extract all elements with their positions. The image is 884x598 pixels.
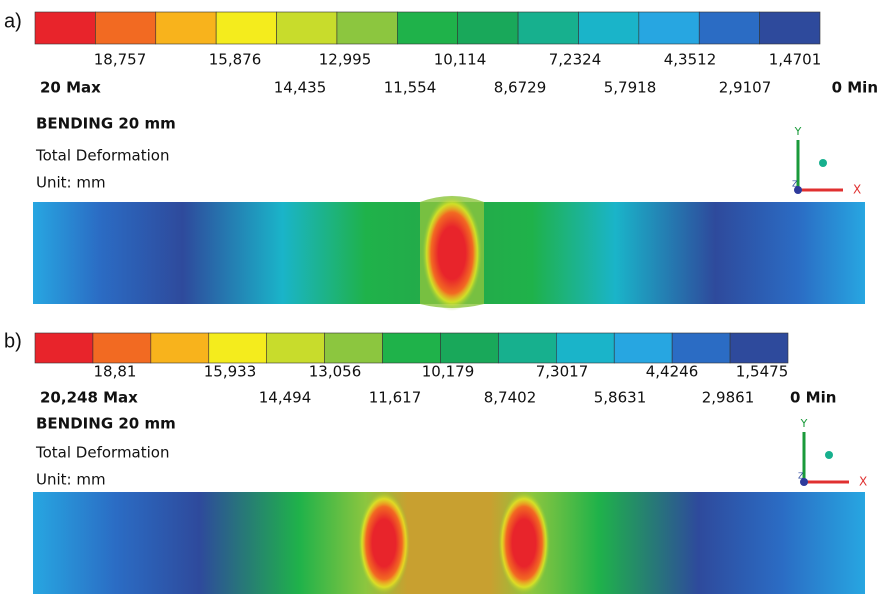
hot-spot <box>422 195 482 311</box>
legend-label: 8,6729 <box>494 79 547 97</box>
legend-swatch <box>578 12 638 44</box>
legend-label: 2,9107 <box>719 79 772 97</box>
legend-swatch <box>267 333 325 363</box>
legend-label: 1,5475 <box>736 363 789 381</box>
legend-label: 14,435 <box>274 79 327 97</box>
figure: a) 18,757 15,876 12,995 10,114 7,2324 4,3512 1,… <box>0 0 884 594</box>
legend-label: 1,4701 <box>769 51 822 69</box>
panel-label: a) <box>4 10 22 32</box>
legend-label: 7,2324 <box>549 51 602 69</box>
legend-max: 20 Max <box>40 79 101 97</box>
result-unit: Unit: mm <box>36 174 106 192</box>
axis-label-z: Z <box>792 180 798 189</box>
legend-label: 18,757 <box>94 51 147 69</box>
legend-label: 5,8631 <box>594 389 647 407</box>
legend-swatch <box>672 333 730 363</box>
legend-min: 0 Min <box>832 79 878 97</box>
legend-swatch <box>518 12 578 44</box>
legend-label: 12,995 <box>319 51 372 69</box>
plate <box>33 492 865 594</box>
axis-ball <box>825 451 833 459</box>
legend-label: 4,4246 <box>646 363 699 381</box>
legend-label: 18,81 <box>94 363 137 381</box>
legend-swatch <box>614 333 672 363</box>
legend-swatch <box>209 333 267 363</box>
legend-swatch <box>556 333 614 363</box>
legend-swatch <box>35 333 93 363</box>
result-type: Total Deformation <box>35 147 169 165</box>
legend-max: 20,248 Max <box>40 389 138 407</box>
axis-label-z: Z <box>798 472 804 481</box>
axis-label-y: Y <box>794 125 802 138</box>
axis-label-x: X <box>853 183 861 197</box>
legend-label: 13,056 <box>309 363 362 381</box>
legend-swatch <box>498 333 556 363</box>
legend-swatch <box>397 12 457 44</box>
legend-swatch <box>458 12 518 44</box>
legend-label: 10,114 <box>434 51 487 69</box>
legend-min: 0 Min <box>790 389 836 407</box>
legend-label: 11,617 <box>369 389 422 407</box>
legend-label: 11,554 <box>384 79 437 97</box>
legend-swatch <box>699 12 759 44</box>
legend-label: 7,3017 <box>536 363 589 381</box>
legend-label: 15,876 <box>209 51 262 69</box>
legend-swatch <box>277 12 337 44</box>
legend-swatch <box>730 333 788 363</box>
legend-swatch <box>383 333 441 363</box>
legend-swatch <box>35 12 95 44</box>
legend-swatch <box>639 12 699 44</box>
hot-spot <box>358 491 410 594</box>
axis-label-y: Y <box>800 417 808 430</box>
legend-label: 14,494 <box>259 389 312 407</box>
legend-label: 2,9861 <box>702 389 755 407</box>
legend-swatch <box>95 12 155 44</box>
legend-label: 4,3512 <box>664 51 717 69</box>
result-type: Total Deformation <box>35 444 169 462</box>
axis-label-x: X <box>859 475 867 489</box>
legend-swatch <box>760 12 820 44</box>
legend-swatch <box>337 12 397 44</box>
legend-swatch <box>156 12 216 44</box>
result-title: BENDING 20 mm <box>36 415 176 433</box>
hot-spot <box>498 491 550 594</box>
legend-swatch <box>93 333 151 363</box>
legend-label: 8,7402 <box>484 389 537 407</box>
legend-swatch <box>151 333 209 363</box>
legend-label: 5,7918 <box>604 79 657 97</box>
result-title: BENDING 20 mm <box>36 115 176 133</box>
legend-swatch <box>216 12 276 44</box>
panel-label: b) <box>4 330 22 352</box>
legend-swatch <box>440 333 498 363</box>
legend-swatch <box>325 333 383 363</box>
legend-label: 15,933 <box>204 363 257 381</box>
legend-label: 10,179 <box>422 363 475 381</box>
axis-ball <box>819 159 827 167</box>
result-unit: Unit: mm <box>36 471 106 489</box>
